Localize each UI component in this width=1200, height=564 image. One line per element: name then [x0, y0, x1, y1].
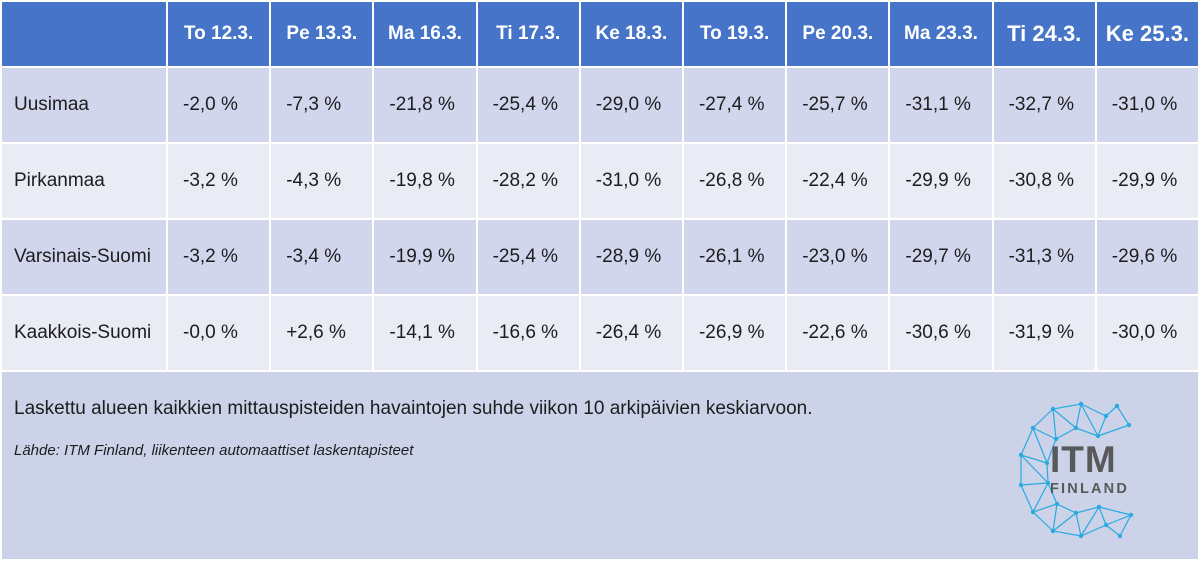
table-cell: -21,8 %	[374, 68, 476, 142]
table-cell: -29,9 %	[890, 144, 992, 218]
column-header: Ti 17.3.	[477, 2, 579, 66]
table-cell: -32,7 %	[993, 68, 1095, 142]
table-cell: -3,2 %	[168, 144, 270, 218]
table-cell: -28,2 %	[477, 144, 579, 218]
logo-title-text: ITM	[1050, 439, 1117, 480]
column-header: Pe 20.3.	[787, 2, 889, 66]
table-cell: -19,8 %	[374, 144, 476, 218]
table-cell: -29,6 %	[1096, 220, 1198, 294]
table-cell: -26,1 %	[683, 220, 786, 294]
column-header: To 12.3.	[168, 2, 270, 66]
table-cell: -26,4 %	[580, 296, 682, 370]
table-cell: -31,3 %	[993, 220, 1095, 294]
table-cell: -4,3 %	[271, 144, 373, 218]
table-cell: -25,4 %	[477, 68, 579, 142]
footer-band: Laskettu alueen kaikkien mittauspisteide…	[2, 372, 1198, 559]
table-cell: -30,0 %	[1096, 296, 1198, 370]
table-cell: +2,6 %	[271, 296, 373, 370]
table-cell: -3,2 %	[168, 220, 270, 294]
column-header: Pe 13.3.	[271, 2, 373, 66]
table-cell: -29,9 %	[1096, 144, 1198, 218]
globe-mesh-icon	[1018, 401, 1134, 539]
column-header: Ke 18.3.	[580, 2, 682, 66]
table-cell: -30,6 %	[890, 296, 992, 370]
table-cell: -25,7 %	[787, 68, 889, 142]
table-cell: -31,0 %	[1096, 68, 1198, 142]
table-cell: -29,7 %	[890, 220, 992, 294]
itm-finland-logo: ITM FINLAND	[1008, 395, 1138, 545]
logo-subtitle-text: FINLAND	[1050, 481, 1129, 497]
table-cell: -2,0 %	[168, 68, 270, 142]
table-cell: -25,4 %	[477, 220, 579, 294]
table-cell: -26,8 %	[683, 144, 786, 218]
column-header: Ke 25.3.	[1096, 2, 1198, 66]
table-cell: -26,9 %	[683, 296, 786, 370]
table-cell: -22,4 %	[787, 144, 889, 218]
column-header: To 19.3.	[683, 2, 786, 66]
row-label: Pirkanmaa	[2, 144, 166, 218]
table-cell: -27,4 %	[683, 68, 786, 142]
row-label: Kaakkois-Suomi	[2, 296, 166, 370]
source-note: Lähde: ITM Finland, liikenteen automaatt…	[14, 442, 414, 459]
table-cell: -30,8 %	[993, 144, 1095, 218]
table-cell: -28,9 %	[580, 220, 682, 294]
table-cell: -29,0 %	[580, 68, 682, 142]
table-cell: -19,9 %	[374, 220, 476, 294]
traffic-change-table: To 12.3. Pe 13.3. Ma 16.3. Ti 17.3. Ke 1…	[2, 2, 1198, 370]
row-label: Uusimaa	[2, 68, 166, 142]
column-header: Ma 23.3.	[890, 2, 992, 66]
column-header: Ti 24.3.	[993, 2, 1095, 66]
table-cell: -31,0 %	[580, 144, 682, 218]
row-label: Varsinais-Suomi	[2, 220, 166, 294]
table-cell: -7,3 %	[271, 68, 373, 142]
table-cell: -23,0 %	[787, 220, 889, 294]
column-header: Ma 16.3.	[374, 2, 476, 66]
table-cell: -14,1 %	[374, 296, 476, 370]
table-cell: -0,0 %	[168, 296, 270, 370]
table-cell: -16,6 %	[477, 296, 579, 370]
table-cell: -3,4 %	[271, 220, 373, 294]
table-cell: -31,9 %	[993, 296, 1095, 370]
calculation-note: Laskettu alueen kaikkien mittauspisteide…	[14, 398, 813, 419]
table-cell: -31,1 %	[890, 68, 992, 142]
table-corner-cell	[2, 2, 166, 66]
table-cell: -22,6 %	[787, 296, 889, 370]
